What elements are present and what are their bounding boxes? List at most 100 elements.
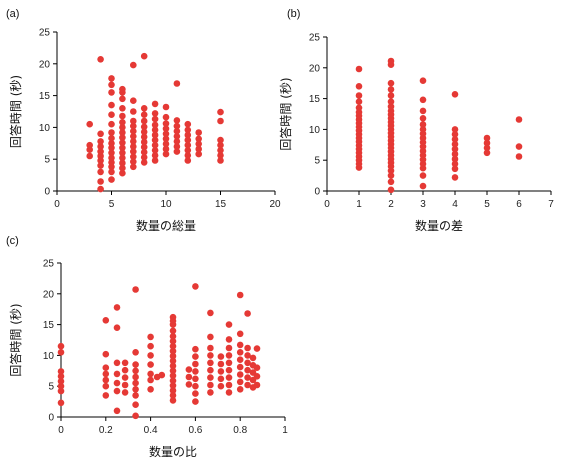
data-point xyxy=(192,375,199,383)
data-point xyxy=(119,124,126,131)
data-point xyxy=(185,373,193,381)
y-tick-label: 0 xyxy=(48,413,54,424)
data-point xyxy=(217,152,224,159)
data-point xyxy=(451,165,459,173)
data-point xyxy=(102,376,110,384)
data-point xyxy=(97,143,104,150)
data-point xyxy=(140,133,148,141)
data-point xyxy=(108,75,115,82)
data-point xyxy=(192,390,199,397)
data-point xyxy=(108,176,115,183)
data-point xyxy=(244,366,251,374)
y-tick-label: 15 xyxy=(309,94,321,105)
data-point xyxy=(108,120,115,128)
data-point xyxy=(217,147,224,154)
x-tick-label: 20 xyxy=(269,199,281,210)
data-point xyxy=(451,174,459,181)
data-point xyxy=(515,143,523,150)
data-point xyxy=(217,360,225,368)
data-point xyxy=(97,130,104,138)
data-point xyxy=(419,182,427,190)
data-point xyxy=(225,352,233,359)
y-tick-label: 10 xyxy=(309,125,321,136)
data-point xyxy=(102,392,110,399)
data-point xyxy=(217,117,224,125)
data-point xyxy=(207,359,214,367)
data-point xyxy=(253,345,261,352)
data-point xyxy=(169,387,177,394)
data-point xyxy=(173,148,181,155)
data-point xyxy=(169,357,177,365)
data-point xyxy=(151,147,159,154)
data-point xyxy=(113,359,121,367)
data-point xyxy=(147,361,154,368)
data-point xyxy=(387,186,395,194)
x-tick-label: 0.8 xyxy=(233,425,247,436)
x-tick-label: 0 xyxy=(324,199,330,210)
data-point xyxy=(253,364,261,372)
data-point xyxy=(225,366,233,374)
data-point xyxy=(140,138,148,146)
data-point xyxy=(169,352,177,360)
data-point xyxy=(119,119,126,126)
data-point xyxy=(451,136,459,143)
data-point xyxy=(140,111,148,118)
data-point xyxy=(162,150,170,158)
y-tick-label: 25 xyxy=(309,33,321,44)
data-point xyxy=(108,149,115,157)
data-point xyxy=(130,97,137,104)
data-point xyxy=(192,283,199,290)
data-point xyxy=(169,377,177,385)
data-point xyxy=(184,136,192,144)
data-point xyxy=(132,379,139,387)
data-point xyxy=(147,333,154,341)
panel-label: (c) xyxy=(6,235,19,247)
data-point xyxy=(355,98,363,105)
data-point xyxy=(244,344,251,352)
data-point xyxy=(225,374,233,381)
x-tick-label: 0 xyxy=(54,199,60,210)
data-point xyxy=(151,126,159,134)
data-point xyxy=(162,140,170,148)
data-point xyxy=(419,77,427,84)
data-point xyxy=(86,152,93,160)
data-point xyxy=(355,104,363,112)
data-point xyxy=(387,86,395,93)
data-point xyxy=(113,304,121,311)
data-point xyxy=(57,342,65,350)
data-point xyxy=(185,381,193,388)
data-point xyxy=(173,143,181,150)
data-point xyxy=(387,92,395,99)
data-point xyxy=(132,412,139,420)
data-point xyxy=(387,98,395,105)
data-point xyxy=(132,367,139,375)
data-point xyxy=(451,160,459,168)
data-point xyxy=(162,113,170,121)
data-point xyxy=(207,389,214,396)
data-point xyxy=(113,407,121,415)
data-point xyxy=(147,370,154,378)
x-tick-label: 5 xyxy=(109,199,115,210)
y-tick-label: 0 xyxy=(44,187,50,198)
data-point xyxy=(57,382,65,390)
data-point xyxy=(236,371,244,378)
data-point xyxy=(195,135,202,143)
data-point xyxy=(102,382,110,390)
data-point xyxy=(108,168,115,176)
data-point xyxy=(184,141,192,149)
data-point xyxy=(97,138,104,145)
data-point xyxy=(57,378,65,385)
data-point xyxy=(192,382,199,390)
data-point xyxy=(244,381,251,389)
y-tick-label: 0 xyxy=(314,187,320,198)
y-tick-label: 5 xyxy=(44,155,50,166)
data-point xyxy=(169,392,177,399)
data-point xyxy=(151,157,159,164)
y-tick-label: 10 xyxy=(43,351,55,362)
data-point xyxy=(225,336,233,343)
data-point xyxy=(86,120,93,128)
data-point xyxy=(192,398,199,405)
data-point xyxy=(184,126,192,134)
data-point xyxy=(173,133,181,140)
x-tick-label: 5 xyxy=(484,199,490,210)
